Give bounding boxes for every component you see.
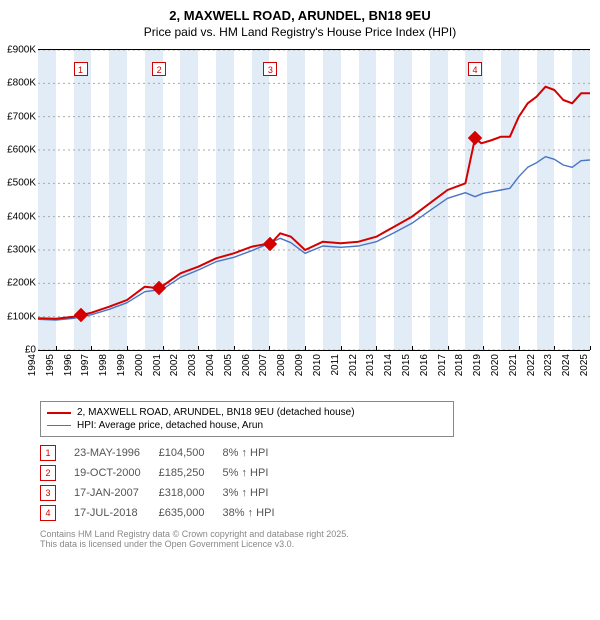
y-tick-label: £400K [7, 211, 36, 222]
txn-price: £104,500 [159, 445, 223, 461]
y-tick-label: £800K [7, 78, 36, 89]
y-tick-label: £900K [7, 45, 36, 56]
y-tick-label: £300K [7, 245, 36, 256]
txn-num-badge: 3 [40, 485, 56, 501]
legend-label: 2, MAXWELL ROAD, ARUNDEL, BN18 9EU (deta… [77, 407, 355, 418]
x-tick-label: 2016 [419, 354, 430, 376]
x-tick-label: 2021 [508, 354, 519, 376]
txn-date: 23-MAY-1996 [74, 445, 159, 461]
x-tick-label: 2007 [258, 354, 269, 376]
x-tick-label: 2003 [187, 354, 198, 376]
x-tick-label: 2023 [543, 354, 554, 376]
x-tick-label: 2022 [525, 354, 536, 376]
x-tick-label: 2004 [205, 354, 216, 376]
y-tick-label: £600K [7, 145, 36, 156]
x-tick-label: 2001 [152, 354, 163, 376]
txn-date: 17-JUL-2018 [74, 505, 159, 521]
txn-date: 19-OCT-2000 [74, 465, 159, 481]
sale-marker-num: 2 [152, 62, 166, 76]
x-tick-label: 2005 [223, 354, 234, 376]
chart-container: £0£100K£200K£300K£400K£500K£600K£700K£80… [6, 45, 594, 395]
x-tick-label: 1997 [80, 354, 91, 376]
txn-delta: 8% ↑ HPI [223, 445, 293, 461]
sale-marker-num: 1 [74, 62, 88, 76]
y-tick-label: £700K [7, 111, 36, 122]
plot-area: £0£100K£200K£300K£400K£500K£600K£700K£80… [38, 49, 590, 351]
transaction-row: 4 17-JUL-2018£635,00038% ↑ HPI [40, 505, 293, 521]
txn-num-badge: 4 [40, 505, 56, 521]
footer-line: This data is licensed under the Open Gov… [40, 539, 588, 549]
transactions-table: 1 23-MAY-1996£104,5008% ↑ HPI 2 19-OCT-2000… [40, 441, 293, 525]
x-tick-label: 2015 [401, 354, 412, 376]
legend-box: 2, MAXWELL ROAD, ARUNDEL, BN18 9EU (deta… [40, 401, 454, 437]
txn-price: £185,250 [159, 465, 223, 481]
legend-item: 2, MAXWELL ROAD, ARUNDEL, BN18 9EU (deta… [47, 406, 447, 419]
x-tick-label: 1996 [62, 354, 73, 376]
plot-svg [38, 50, 590, 350]
x-tick-label: 1994 [27, 354, 38, 376]
x-axis-labels: 1994199519961997199819992000200120022003… [38, 350, 590, 396]
txn-num-badge: 1 [40, 445, 56, 461]
legend-swatch [47, 412, 71, 414]
legend-swatch [47, 425, 71, 426]
x-tick-label: 1999 [116, 354, 127, 376]
x-tick-label: 1995 [45, 354, 56, 376]
x-tick-label: 2025 [579, 354, 590, 376]
x-tick-label: 1998 [98, 354, 109, 376]
x-tick-label: 2002 [169, 354, 180, 376]
transaction-row: 1 23-MAY-1996£104,5008% ↑ HPI [40, 445, 293, 461]
legend-label: HPI: Average price, detached house, Arun [77, 420, 263, 431]
y-tick-label: £500K [7, 178, 36, 189]
chart-title: 2, MAXWELL ROAD, ARUNDEL, BN18 9EU [6, 0, 594, 23]
x-tick-label: 2010 [312, 354, 323, 376]
txn-delta: 38% ↑ HPI [223, 505, 293, 521]
x-tick-label: 2020 [490, 354, 501, 376]
legend-item: HPI: Average price, detached house, Arun [47, 419, 447, 432]
chart-subtitle: Price paid vs. HM Land Registry's House … [6, 23, 594, 45]
txn-price: £635,000 [159, 505, 223, 521]
series-property [38, 87, 590, 319]
transaction-row: 2 19-OCT-2000£185,2505% ↑ HPI [40, 465, 293, 481]
x-tick-label: 2008 [276, 354, 287, 376]
x-tick [590, 346, 591, 350]
x-tick-label: 2000 [134, 354, 145, 376]
sale-marker-num: 4 [468, 62, 482, 76]
transaction-row: 3 17-JAN-2007£318,0003% ↑ HPI [40, 485, 293, 501]
series-hpi [38, 157, 590, 320]
y-axis-labels: £0£100K£200K£300K£400K£500K£600K£700K£80… [6, 50, 38, 350]
y-tick-label: £100K [7, 311, 36, 322]
y-tick-label: £200K [7, 278, 36, 289]
footer-attribution: Contains HM Land Registry data © Crown c… [40, 529, 588, 549]
txn-price: £318,000 [159, 485, 223, 501]
txn-date: 17-JAN-2007 [74, 485, 159, 501]
x-tick-label: 2024 [561, 354, 572, 376]
x-tick-label: 2006 [241, 354, 252, 376]
x-tick-label: 2012 [347, 354, 358, 376]
x-tick-label: 2018 [454, 354, 465, 376]
sale-marker-num: 3 [263, 62, 277, 76]
txn-delta: 5% ↑ HPI [223, 465, 293, 481]
x-tick-label: 2011 [330, 354, 341, 376]
txn-delta: 3% ↑ HPI [223, 485, 293, 501]
x-tick-label: 2017 [436, 354, 447, 376]
x-tick-label: 2014 [383, 354, 394, 376]
x-tick-label: 2009 [294, 354, 305, 376]
x-tick-label: 2019 [472, 354, 483, 376]
x-tick-label: 2013 [365, 354, 376, 376]
footer-line: Contains HM Land Registry data © Crown c… [40, 529, 588, 539]
txn-num-badge: 2 [40, 465, 56, 481]
